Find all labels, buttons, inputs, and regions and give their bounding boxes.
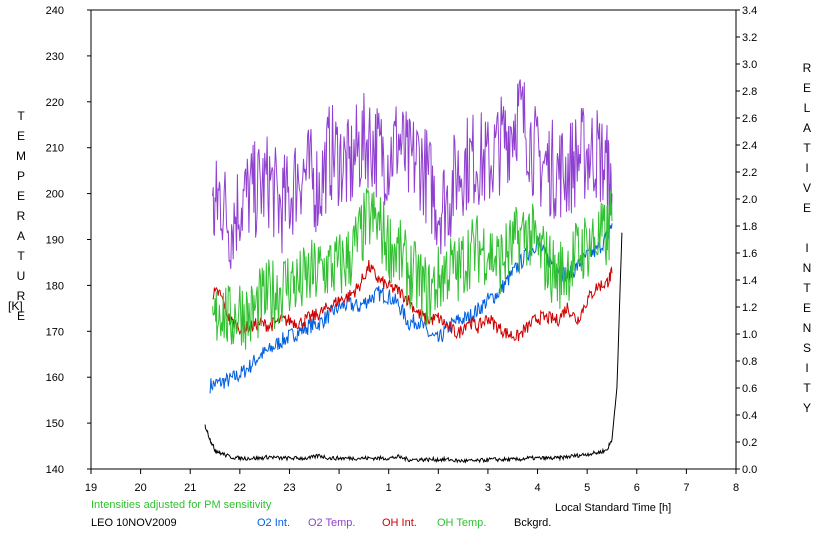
left-tick-label: 160 — [46, 372, 64, 384]
x-axis-title: Local Standard Time [h] — [555, 502, 671, 514]
right-tick-label: 2.2 — [742, 167, 757, 179]
axis-title-letter: Y — [802, 401, 811, 415]
right-tick-label: 3.4 — [742, 5, 757, 17]
series-line-bckgrd — [204, 232, 623, 464]
legend-entry: O2 Int. — [257, 517, 290, 529]
x-tick-label: 4 — [534, 482, 540, 494]
axis-title-letter: A — [802, 121, 811, 135]
axis-title-letter — [800, 218, 814, 238]
right-tick-label: 2.6 — [742, 113, 757, 125]
axis-title-letter: T — [17, 249, 25, 263]
series-line-oh-int — [212, 259, 613, 342]
left-tick-label: 150 — [46, 418, 64, 430]
right-tick-label: 0.2 — [742, 437, 757, 449]
axis-title-letter: R — [16, 289, 26, 303]
legend-entry: OH Temp. — [437, 517, 486, 529]
right-tick-label: 1.8 — [742, 221, 757, 233]
axis-title-letter: R — [16, 209, 26, 223]
axis-title-letter: E — [802, 81, 811, 95]
axis-title-letter: R — [802, 61, 812, 75]
legend-entry: Bckgrd. — [514, 517, 551, 529]
axis-title-letter: V — [802, 181, 811, 195]
axis-title-letter: U — [16, 269, 26, 283]
left-tick-label: 180 — [46, 280, 64, 292]
legend: O2 Int. O2 Temp. OH Int. OH Temp. Bckgrd. — [257, 517, 551, 529]
axis-title-letter: T — [803, 141, 811, 155]
x-tick-label: 21 — [184, 482, 196, 494]
legend-entry: OH Int. — [382, 517, 417, 529]
x-tick-label: 23 — [283, 482, 295, 494]
axis-title-letter: I — [805, 241, 809, 255]
series-layer — [204, 79, 623, 464]
axis-title-letter: L — [803, 101, 811, 115]
axis-title-letter: E — [802, 301, 811, 315]
series-line-oh-temp — [212, 188, 613, 350]
x-tick-label: 6 — [634, 482, 640, 494]
left-tick-label: 170 — [46, 326, 64, 338]
right-tick-label: 1.4 — [742, 275, 757, 287]
right-tick-label: 0.0 — [742, 464, 757, 476]
right-tick-label: 0.4 — [742, 410, 757, 422]
axis-title-letter: A — [16, 229, 25, 243]
station-label: LEO 10NOV2009 — [91, 517, 177, 529]
x-tick-label: 22 — [234, 482, 246, 494]
x-tick-label: 5 — [584, 482, 590, 494]
right-tick-label: 2.4 — [742, 140, 757, 152]
axis-title-letter: I — [805, 361, 809, 375]
axis-title-letter: N — [802, 321, 812, 335]
left-axis-unit: [K] — [8, 299, 23, 313]
axis-title-letter: T — [803, 281, 811, 295]
left-tick-label: 140 — [46, 464, 64, 476]
x-tick-label: 8 — [733, 482, 739, 494]
left-axis-ticks: 140 150 160 170 180 190 200 210 220 230 240 — [46, 5, 91, 476]
plot-area — [90, 9, 737, 470]
right-axis-ticks: 0.0 0.2 0.4 0.6 0.8 1.0 1.2 1.4 1.6 1.8 2.0 2.2 2.4 2… — [736, 5, 757, 476]
x-tick-label: 19 — [85, 482, 97, 494]
right-tick-label: 3.0 — [742, 59, 757, 71]
x-tick-label: 2 — [435, 482, 441, 494]
right-tick-label: 2.8 — [742, 86, 757, 98]
axis-title-letter: E — [802, 201, 811, 215]
left-tick-label: 200 — [46, 189, 64, 201]
axis-title-letter: I — [805, 161, 809, 175]
right-tick-label: 2.0 — [742, 194, 757, 206]
series-line-o2-temp — [212, 79, 613, 269]
x-tick-label: 0 — [336, 482, 342, 494]
x-axis-ticks: 19 20 21 22 23 0 1 2 3 4 5 6 7 8 — [85, 469, 739, 494]
axis-title-letter: T — [803, 381, 811, 395]
left-tick-label: 220 — [46, 97, 64, 109]
axis-title-letter: S — [802, 341, 811, 355]
left-tick-label: 190 — [46, 235, 64, 247]
x-tick-label: 3 — [485, 482, 491, 494]
left-tick-label: 210 — [46, 143, 64, 155]
x-tick-label: 7 — [683, 482, 689, 494]
pm-sensitivity-note: Intensities adjusted for PM sensitivity — [91, 499, 272, 511]
axis-title-letter: E — [16, 309, 25, 323]
axis-title-letter: T — [17, 109, 25, 123]
right-tick-label: 0.6 — [742, 383, 757, 395]
right-tick-label: 1.6 — [742, 248, 757, 260]
axis-title-letter: N — [802, 261, 812, 275]
x-tick-label: 1 — [386, 482, 392, 494]
right-tick-label: 1.2 — [742, 302, 757, 314]
left-tick-label: 240 — [46, 5, 64, 17]
right-tick-label: 0.8 — [742, 356, 757, 368]
right-tick-label: 1.0 — [742, 329, 757, 341]
legend-entry: O2 Temp. — [308, 517, 356, 529]
axis-title-letter: M — [16, 149, 26, 163]
left-tick-label: 230 — [46, 51, 64, 63]
axis-title-letter: E — [16, 129, 25, 143]
axis-title-letter: P — [16, 169, 25, 183]
right-tick-label: 3.2 — [742, 32, 757, 44]
axis-title-letter: E — [16, 189, 25, 203]
x-tick-label: 20 — [134, 482, 146, 494]
